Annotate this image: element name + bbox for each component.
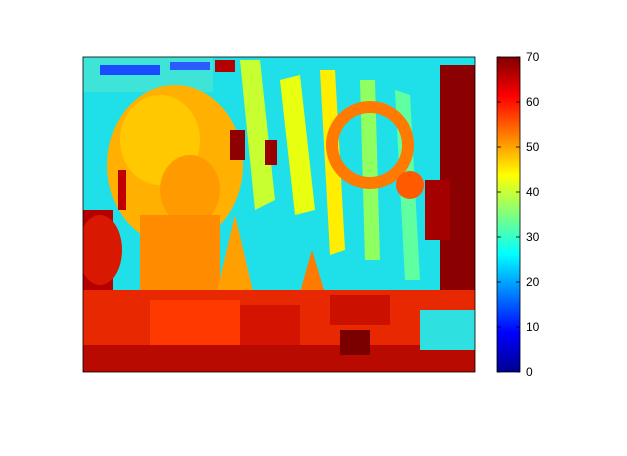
heatmap-region: [230, 130, 245, 160]
heatmap-region: [396, 171, 424, 199]
heatmap-region: [420, 310, 475, 350]
heatmap-region: [215, 60, 235, 72]
heatmap-region: [326, 101, 414, 189]
heatmap-region: [215, 215, 255, 300]
heatmap-image: [83, 57, 475, 372]
heatmap-region: [140, 215, 220, 295]
heatmap-region: [100, 65, 160, 75]
colorbar-tick-label: 20: [526, 275, 540, 289]
heatmap-region: [425, 180, 450, 240]
heatmap-region: [265, 140, 277, 165]
colorbar-tick-label: 50: [526, 140, 540, 154]
colorbar-tick-label: 40: [526, 185, 540, 199]
heatmap-region: [280, 75, 315, 215]
heatmap-region: [330, 295, 390, 325]
colorbar-tick-label: 0: [526, 365, 533, 379]
heatmap-frame: [82, 56, 476, 373]
heatmap-region: [83, 345, 475, 372]
heatmap-region: [340, 330, 370, 355]
colorbar-ticks: 0 10 20 30 40 50 60 70: [497, 50, 540, 379]
colorbar-frame: [496, 56, 521, 373]
heatmap-region: [240, 60, 275, 210]
heatmap-region: [240, 305, 300, 345]
heatmap-region: [83, 215, 122, 285]
colorbar: 0 10 20 30 40 50 60 70: [496, 50, 540, 379]
colorbar-tick-label: 10: [526, 320, 540, 334]
colorbar-tick-label: 70: [526, 50, 540, 64]
heatmap-region: [360, 80, 380, 260]
colorbar-tick-label: 60: [526, 95, 540, 109]
heatmap-region: [150, 300, 240, 345]
colorbar-tick-label: 30: [526, 230, 540, 244]
heatmap-region: [118, 170, 126, 210]
heatmap-region: [160, 155, 220, 225]
colorbar-gradient: [497, 57, 520, 372]
heatmap-region: [170, 62, 210, 70]
